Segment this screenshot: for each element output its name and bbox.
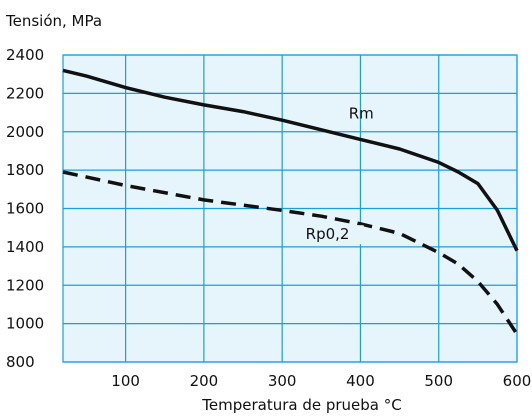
series-lines bbox=[62, 68, 519, 336]
x-tick-label: 200 bbox=[190, 372, 219, 390]
y-tick-label: 1200 bbox=[6, 276, 44, 294]
x-tick-label: 400 bbox=[346, 372, 375, 390]
y-tick-label: 800 bbox=[6, 353, 35, 371]
y-tick-label: 1800 bbox=[6, 161, 44, 179]
y-tick-label: 1600 bbox=[6, 200, 44, 218]
x-axis-title: Temperatura de prueba °C bbox=[201, 396, 401, 414]
y-tick-label: 2200 bbox=[6, 84, 44, 102]
tick-labels: 800 1000 1200 1400 1600 1800 2000 2200 2400 100 20… bbox=[6, 46, 531, 390]
series-line-rm bbox=[62, 68, 519, 252]
y-tick-label: 2000 bbox=[6, 123, 44, 141]
x-tick-label: 500 bbox=[424, 372, 453, 390]
x-tick-label: 600 bbox=[503, 372, 532, 390]
y-tick-label: 2400 bbox=[6, 46, 44, 64]
plot-frame bbox=[62, 54, 518, 363]
x-tick-label: 300 bbox=[268, 372, 297, 390]
y-tick-label: 1400 bbox=[6, 238, 44, 256]
series-line-rp0-2 bbox=[62, 170, 519, 336]
series-label: Rp0,2 bbox=[306, 225, 350, 243]
y-tick-label: 1000 bbox=[6, 315, 44, 333]
series-label-bg bbox=[303, 225, 364, 245]
series-label: Rm bbox=[349, 104, 374, 122]
y-axis-title: Tensión, MPa bbox=[5, 12, 102, 30]
series-labels: Rm Rp0,2 bbox=[303, 104, 374, 245]
x-tick-label: 100 bbox=[111, 372, 140, 390]
